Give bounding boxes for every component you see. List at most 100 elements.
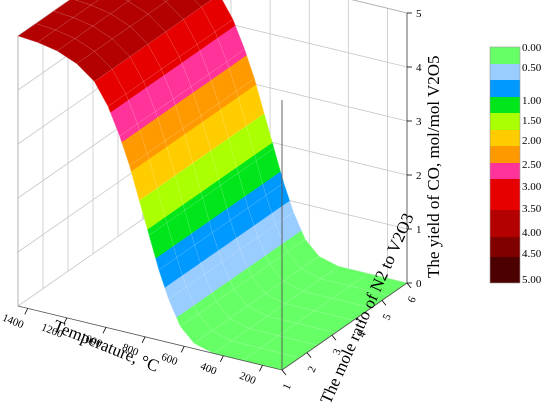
surface-patch	[144, 0, 167, 9]
legend-label: 4.00	[522, 227, 542, 239]
z-tick-label: 5	[416, 8, 422, 20]
x-tick-label: 200	[238, 370, 258, 387]
x-tick-label: 800	[120, 341, 140, 358]
legend-swatch	[490, 97, 520, 113]
surface-meshline	[213, 266, 339, 354]
surface-meshline	[148, 147, 275, 236]
legend-label: 2.50	[522, 159, 542, 171]
surface-patch	[90, 0, 121, 14]
z-axis-label: The yield of CO, mol/mol V2O5	[424, 55, 443, 278]
z-tick-label: 0	[416, 278, 422, 290]
z-tick-label: 1	[416, 224, 422, 236]
surface-meshline	[163, 0, 372, 309]
legend-label: 1.00	[522, 95, 542, 107]
legend-swatch	[490, 130, 520, 146]
surface-meshline	[158, 182, 284, 271]
surface-meshline	[35, 23, 300, 358]
side-wall-gridline	[17, 218, 144, 307]
z-axis-ticks: 0 1 2 3 4 5	[406, 8, 422, 290]
legend-swatch	[490, 64, 520, 80]
x-tick-mark	[102, 327, 107, 334]
x-tick-label: 600	[159, 351, 179, 368]
legend-swatch	[490, 47, 520, 64]
surface-plot	[17, 0, 408, 371]
axis-edge	[17, 305, 283, 371]
z-tick-label: 4	[416, 62, 422, 74]
surface-meshline	[222, 0, 408, 284]
side-wall-gridline	[17, 164, 144, 253]
surface-meshline	[53, 10, 318, 346]
legend-label: 2.00	[522, 135, 542, 147]
surface-meshline	[37, 0, 99, 43]
surface-patch	[74, 0, 99, 6]
legend-swatch	[490, 257, 520, 283]
legend-label: 0.00	[522, 42, 542, 54]
legend-swatch	[490, 146, 520, 163]
legend-swatch	[490, 113, 520, 130]
y-tick-label: 4	[356, 329, 369, 339]
surface-meshline	[242, 273, 369, 361]
surface-patch	[125, 0, 131, 2]
surface-meshline	[129, 78, 255, 166]
axis-edge	[281, 282, 408, 371]
y-tick-mark	[306, 352, 312, 358]
x-tick-mark	[141, 336, 146, 343]
y-tick-label: 3	[331, 347, 344, 357]
surface-meshline	[94, 0, 212, 82]
wall-edge	[351, 0, 408, 14]
y-tick-mark	[356, 317, 362, 324]
surface-patch	[209, 0, 212, 1]
surface-meshline	[17, 0, 71, 37]
y-tick-mark	[331, 334, 337, 341]
x-tick-mark	[63, 317, 68, 325]
surface-meshline	[193, 256, 320, 344]
surface-meshline	[56, 0, 131, 52]
floor-frame	[17, 100, 408, 371]
legend-swatch	[490, 80, 520, 97]
legend-label: 3.00	[522, 181, 542, 193]
surface-meshline	[125, 0, 354, 321]
legend-swatch	[490, 163, 520, 179]
x-tick-mark	[24, 308, 29, 315]
surface-meshline	[17, 35, 283, 371]
surface-patch	[210, 0, 234, 26]
legend-label: 1.50	[522, 115, 542, 127]
y-tick-mark	[406, 282, 412, 289]
y-tick-mark	[381, 300, 387, 306]
y-axis-ticks: 1 2 3 4 5 6	[281, 282, 419, 392]
legend-frame	[489, 46, 521, 284]
legend-swatch	[490, 237, 520, 257]
x-tick-mark	[259, 365, 263, 372]
x-tick-label: 1400	[0, 312, 25, 332]
surface-meshline	[76, 0, 169, 64]
x-axis-label: Temperature, °C	[51, 316, 162, 376]
x-tick-label: 400	[199, 360, 219, 377]
color-legend: 0.00 0.50 1.00 1.50 2.00 2.50 3.00 3.50 4.00 4.50…	[489, 42, 542, 286]
surface-patch	[165, 0, 193, 20]
surface-meshline	[194, 0, 390, 296]
y-tick-label: 5	[381, 312, 394, 322]
surface-patch	[128, 0, 158, 15]
y-tick-mark	[281, 369, 287, 376]
surface-meshline	[119, 49, 245, 137]
y-tick-label: 1	[281, 382, 294, 392]
y-tick-label: 6	[406, 294, 419, 304]
surface-patch	[102, 0, 129, 8]
legend-label: 3.50	[522, 203, 542, 215]
x-tick-mark	[180, 346, 185, 353]
surface-meshline	[74, 0, 336, 333]
surface-patch	[163, 0, 169, 2]
legend-label: 4.50	[522, 248, 542, 260]
surface-meshline	[139, 113, 265, 201]
x-tick-mark	[219, 355, 224, 362]
legend-label: 0.50	[522, 62, 542, 74]
legend-swatch	[490, 210, 520, 237]
legend-swatch	[490, 179, 520, 210]
z-tick-label: 2	[416, 170, 422, 182]
surface-meshline	[168, 212, 294, 300]
z-tick-label: 3	[416, 116, 422, 128]
surface-patch	[194, 0, 211, 8]
surface-meshline	[107, 19, 234, 107]
surface-patch	[179, 0, 202, 14]
